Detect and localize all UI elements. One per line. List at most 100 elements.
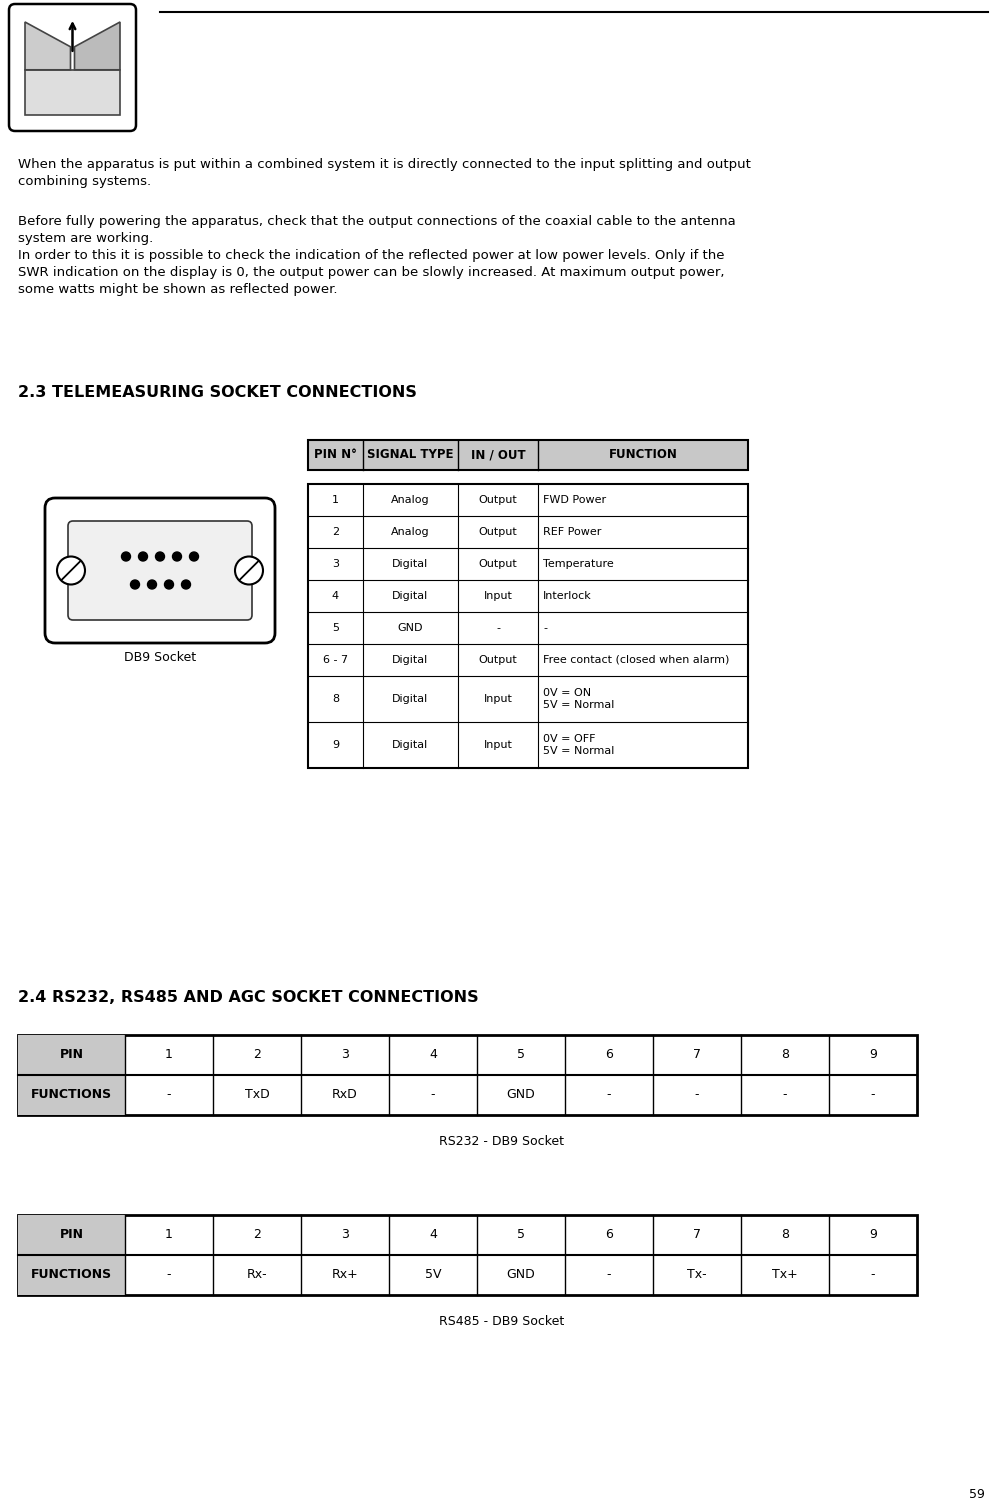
Text: Interlock: Interlock xyxy=(543,591,591,602)
FancyBboxPatch shape xyxy=(18,1035,916,1114)
Text: REF Power: REF Power xyxy=(543,526,601,537)
Text: 3: 3 xyxy=(341,1048,349,1062)
Circle shape xyxy=(147,580,156,590)
Text: 8: 8 xyxy=(780,1048,788,1062)
Text: Temperature: Temperature xyxy=(543,560,613,568)
Text: RS485 - DB9 Socket: RS485 - DB9 Socket xyxy=(439,1316,564,1328)
Text: 9: 9 xyxy=(332,740,339,750)
FancyBboxPatch shape xyxy=(18,1215,125,1255)
Text: Digital: Digital xyxy=(392,656,428,664)
Text: -: - xyxy=(870,1269,875,1281)
Text: Tx-: Tx- xyxy=(686,1269,706,1281)
Text: -: - xyxy=(495,622,499,633)
Text: Output: Output xyxy=(478,526,517,537)
Text: Rx+: Rx+ xyxy=(331,1269,358,1281)
Text: Digital: Digital xyxy=(392,560,428,568)
FancyBboxPatch shape xyxy=(18,1035,125,1076)
Text: 5V = Normal: 5V = Normal xyxy=(543,700,614,711)
Circle shape xyxy=(57,556,85,585)
Text: 3: 3 xyxy=(341,1228,349,1242)
Polygon shape xyxy=(25,22,70,70)
Text: 8: 8 xyxy=(332,694,339,703)
FancyBboxPatch shape xyxy=(308,484,747,768)
Text: Digital: Digital xyxy=(392,694,428,703)
FancyBboxPatch shape xyxy=(9,4,135,130)
Text: 5V = Normal: 5V = Normal xyxy=(543,747,614,756)
Text: PIN: PIN xyxy=(59,1228,83,1242)
Text: 1: 1 xyxy=(164,1048,173,1062)
Text: Before fully powering the apparatus, check that the output connections of the co: Before fully powering the apparatus, che… xyxy=(18,214,735,296)
Circle shape xyxy=(190,552,199,561)
Circle shape xyxy=(182,580,191,590)
Polygon shape xyxy=(25,70,120,116)
Text: PIN N°: PIN N° xyxy=(314,448,357,462)
Text: -: - xyxy=(782,1089,786,1101)
Text: RxD: RxD xyxy=(332,1089,357,1101)
Text: 2: 2 xyxy=(253,1228,261,1242)
Text: DB9 Socket: DB9 Socket xyxy=(123,651,196,664)
Text: Output: Output xyxy=(478,495,517,506)
Text: GND: GND xyxy=(397,622,423,633)
Text: 9: 9 xyxy=(869,1228,876,1242)
Text: 4: 4 xyxy=(428,1048,436,1062)
Text: Rx-: Rx- xyxy=(247,1269,267,1281)
Text: IN / OUT: IN / OUT xyxy=(470,448,525,462)
Text: 0V = OFF: 0V = OFF xyxy=(543,734,595,744)
Text: FUNCTION: FUNCTION xyxy=(608,448,677,462)
Circle shape xyxy=(235,556,263,585)
Text: 59: 59 xyxy=(968,1488,984,1500)
Text: TxD: TxD xyxy=(245,1089,269,1101)
Text: -: - xyxy=(166,1089,172,1101)
Text: 1: 1 xyxy=(332,495,339,506)
Circle shape xyxy=(121,552,130,561)
Text: 8: 8 xyxy=(780,1228,788,1242)
Text: -: - xyxy=(543,622,547,633)
Polygon shape xyxy=(74,22,120,70)
Circle shape xyxy=(164,580,174,590)
Text: FUNCTIONS: FUNCTIONS xyxy=(31,1269,112,1281)
Text: FWD Power: FWD Power xyxy=(543,495,606,506)
FancyBboxPatch shape xyxy=(18,1076,125,1114)
Text: Digital: Digital xyxy=(392,591,428,602)
Text: 3: 3 xyxy=(332,560,339,568)
Text: PIN: PIN xyxy=(59,1048,83,1062)
Text: When the apparatus is put within a combined system it is directly connected to t: When the apparatus is put within a combi… xyxy=(18,158,750,188)
FancyBboxPatch shape xyxy=(18,1256,125,1294)
Text: 4: 4 xyxy=(332,591,339,602)
Text: Free contact (closed when alarm): Free contact (closed when alarm) xyxy=(543,656,728,664)
Text: 5: 5 xyxy=(517,1228,525,1242)
Text: -: - xyxy=(870,1089,875,1101)
Text: RS232 - DB9 Socket: RS232 - DB9 Socket xyxy=(439,1136,564,1148)
Text: GND: GND xyxy=(507,1269,535,1281)
Text: Input: Input xyxy=(483,740,512,750)
Circle shape xyxy=(155,552,164,561)
Text: SIGNAL TYPE: SIGNAL TYPE xyxy=(367,448,453,462)
Text: -: - xyxy=(606,1089,611,1101)
Text: 2: 2 xyxy=(253,1048,261,1062)
Text: Tx+: Tx+ xyxy=(771,1269,797,1281)
Text: 7: 7 xyxy=(692,1048,700,1062)
Circle shape xyxy=(138,552,147,561)
Text: 0V = ON: 0V = ON xyxy=(543,687,591,698)
Text: Digital: Digital xyxy=(392,740,428,750)
Text: 2.4 RS232, RS485 AND AGC SOCKET CONNECTIONS: 2.4 RS232, RS485 AND AGC SOCKET CONNECTI… xyxy=(18,990,478,1005)
Text: Analog: Analog xyxy=(391,495,429,506)
Text: 6 - 7: 6 - 7 xyxy=(323,656,348,664)
Text: 6: 6 xyxy=(605,1228,612,1242)
Text: 6: 6 xyxy=(605,1048,612,1062)
Text: Output: Output xyxy=(478,560,517,568)
Text: Analog: Analog xyxy=(391,526,429,537)
Text: 1: 1 xyxy=(164,1228,173,1242)
Text: 5: 5 xyxy=(517,1048,525,1062)
Text: 2: 2 xyxy=(332,526,339,537)
FancyBboxPatch shape xyxy=(45,498,275,644)
FancyBboxPatch shape xyxy=(18,1215,916,1294)
Text: -: - xyxy=(430,1089,435,1101)
Text: 5V: 5V xyxy=(424,1269,440,1281)
Text: 9: 9 xyxy=(869,1048,876,1062)
Text: -: - xyxy=(166,1269,172,1281)
Text: FUNCTIONS: FUNCTIONS xyxy=(31,1089,112,1101)
FancyBboxPatch shape xyxy=(68,520,252,620)
Text: -: - xyxy=(606,1269,611,1281)
Text: -: - xyxy=(694,1089,698,1101)
